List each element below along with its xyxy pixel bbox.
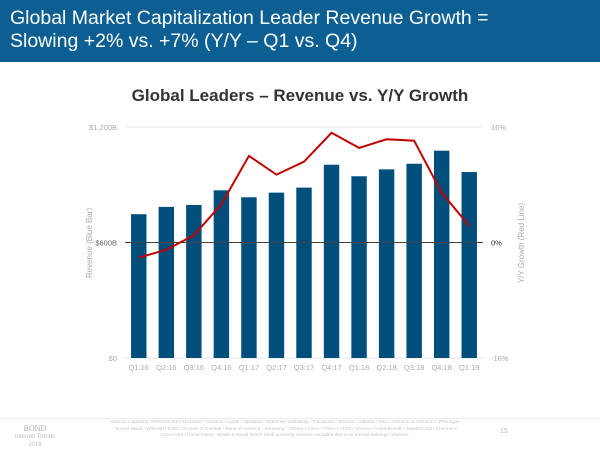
bar-Q4:17: [323, 164, 340, 358]
source-note: Source: CapitalIQ. Revenue from Microsof…: [110, 420, 460, 438]
x-tick-label: Q1:16: [129, 363, 149, 372]
footer-divider: [0, 418, 600, 419]
bar-Q2:16: [158, 206, 175, 358]
chart-title: Global Leaders – Revenue vs. Y/Y Growth: [131, 86, 469, 105]
x-tick-label: Q3:16: [184, 363, 204, 372]
page-number: 15: [500, 428, 508, 435]
bar-Q1:16: [131, 214, 147, 358]
bond-logo: BOND Internet Trends 2019: [10, 425, 60, 449]
bar-Q2:17: [268, 192, 285, 358]
logo-text: BOND: [23, 424, 47, 433]
x-tick-label: Q3:18: [404, 363, 424, 372]
slide-title-line1: Global Market Capitalization Leader Reve…: [10, 7, 489, 29]
slide-title-line2: Slowing +2% vs. +7% (Y/Y – Q1 vs. Q4): [10, 30, 358, 52]
x-tick-label: Q1:19: [459, 363, 479, 372]
x-tick-label: Q2:18: [376, 363, 396, 372]
y2-tick-label: 16%: [491, 123, 506, 132]
x-tick-label: Q2:16: [156, 363, 176, 372]
bar-Q1:17: [241, 197, 257, 358]
y2-tick-label: -16%: [491, 354, 509, 363]
bar-Q1:18: [351, 176, 367, 358]
y2-axis-label: Y/Y Growth (Red Line): [517, 203, 526, 284]
x-tick-label: Q1:18: [349, 363, 369, 372]
x-tick-label: Q2:17: [266, 363, 286, 372]
bar-Q3:17: [296, 187, 312, 358]
logo-subtitle: Internet Trends: [14, 434, 56, 440]
x-tick-label: Q1:17: [239, 363, 259, 372]
x-tick-label: Q3:17: [294, 363, 314, 372]
y2-tick-label: 0%: [491, 239, 502, 248]
bar-Q3:16: [186, 204, 202, 358]
bar-Q4:18: [433, 150, 450, 358]
y-tick-label: $0: [109, 354, 117, 363]
bar-Q2:18: [378, 169, 395, 358]
bar-Q4:16: [213, 190, 230, 358]
y-tick-label: $600B: [95, 239, 117, 248]
x-tick-label: Q4:17: [321, 363, 341, 372]
bar-Q1:19: [461, 172, 477, 358]
slide-header: Global Market Capitalization Leader Reve…: [0, 0, 600, 62]
y-tick-label: $1,200B: [89, 123, 117, 132]
bar-Q3:18: [406, 163, 422, 358]
logo-year: 2019: [28, 442, 42, 448]
x-tick-label: Q4:18: [431, 363, 451, 372]
x-tick-label: Q4:16: [211, 363, 231, 372]
y-axis-label: Revenue (Blue Bar): [85, 208, 94, 279]
